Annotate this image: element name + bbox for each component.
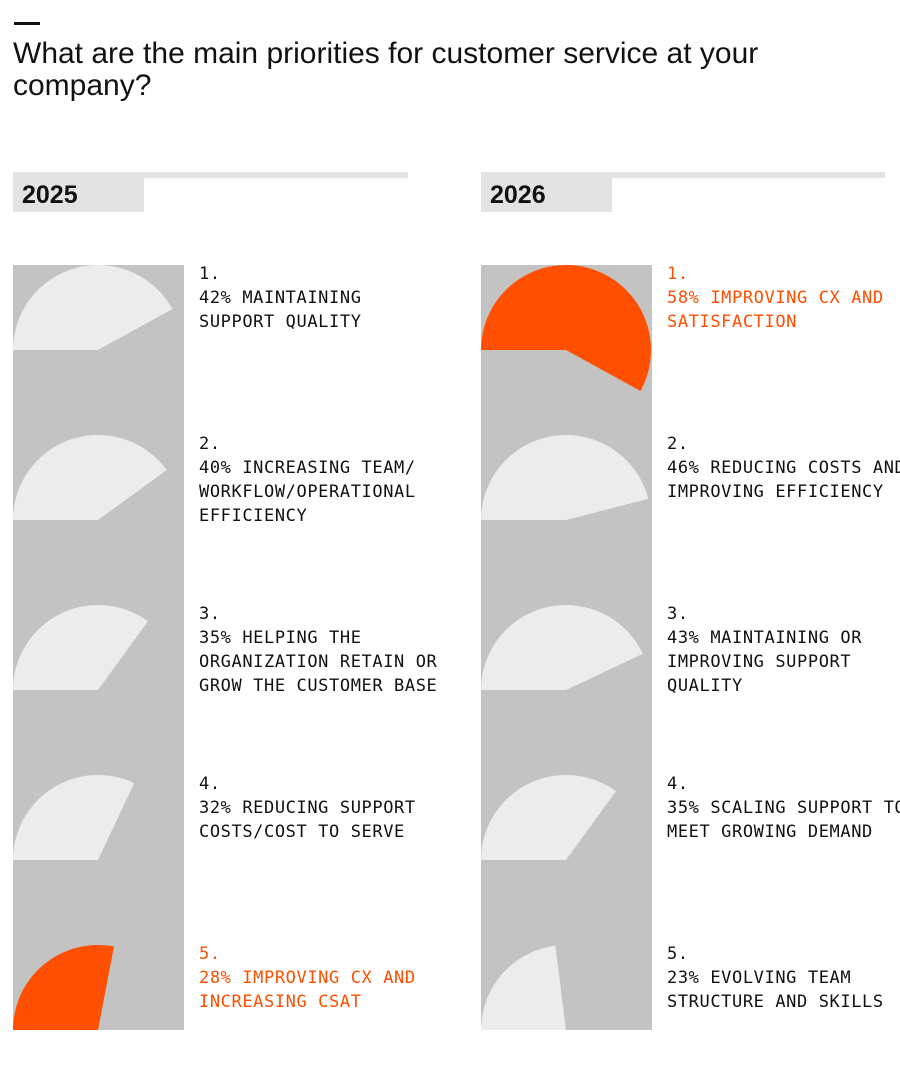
item-label-2026-3: 3. 43% MAINTAINING OR IMPROVING SUPPORT … (667, 602, 900, 698)
item-rank: 2. (667, 434, 689, 454)
wedge-strip-2025 (13, 265, 184, 1030)
item-text: 35% SCALING SUPPORT TO MEET GROWING DEMA… (667, 798, 900, 842)
item-rank: 1. (199, 264, 221, 284)
item-label-2025-1: 1. 42% MAINTAINING SUPPORT QUALITY (199, 262, 439, 334)
item-text: 35% HELPING THE ORGANIZATION RETAIN OR G… (199, 628, 438, 696)
wedge-2026-4 (481, 774, 616, 860)
wedge-2026-1 (481, 265, 651, 391)
item-text: 58% IMPROVING CX AND SATISFACTION (667, 288, 884, 332)
title-dash (14, 22, 40, 25)
item-rank: 5. (199, 944, 221, 964)
wedge-2025-4 (13, 775, 135, 860)
page-title: What are the main priorities for custome… (13, 37, 759, 102)
item-text: 28% IMPROVING CX AND INCREASING CSAT (199, 968, 416, 1012)
item-text: 32% REDUCING SUPPORT COSTS/COST TO SERVE (199, 798, 416, 842)
item-label-2025-5: 5. 28% IMPROVING CX AND INCREASING CSAT (199, 942, 439, 1014)
item-label-2026-1: 1. 58% IMPROVING CX AND SATISFACTION (667, 262, 900, 334)
wedge-2025-5 (13, 945, 114, 1030)
year-label-2025: 2025 (13, 178, 144, 212)
item-label-2025-3: 3. 35% HELPING THE ORGANIZATION RETAIN O… (199, 602, 439, 698)
item-text: 23% EVOLVING TEAM STRUCTURE AND SKILLS (667, 968, 884, 1012)
wedge-2026-2 (481, 434, 649, 520)
item-rank: 1. (667, 264, 689, 284)
wedge-2026-5 (481, 945, 566, 1030)
item-label-2025-2: 2. 40% INCREASING TEAM/ WORKFLOW/OPERATI… (199, 432, 459, 528)
item-rank: 5. (667, 944, 689, 964)
wedge-chart-2025 (13, 265, 173, 1030)
item-text: 40% INCREASING TEAM/ WORKFLOW/OPERATIONA… (199, 458, 416, 526)
wedge-strip-2026 (481, 265, 652, 1030)
item-text: 42% MAINTAINING SUPPORT QUALITY (199, 288, 362, 332)
wedge-2025-2 (13, 434, 167, 520)
item-label-2026-5: 5. 23% EVOLVING TEAM STRUCTURE AND SKILL… (667, 942, 900, 1014)
wedge-2026-3 (481, 605, 643, 690)
item-label-2026-2: 2. 46% REDUCING COSTS AND IMPROVING EFFI… (667, 432, 900, 504)
year-label-2026: 2026 (481, 178, 612, 212)
item-rank: 4. (667, 774, 689, 794)
wedge-2025-3 (13, 604, 148, 690)
item-text: 46% REDUCING COSTS AND IMPROVING EFFICIE… (667, 458, 900, 502)
year-rule-2025 (13, 172, 408, 178)
item-rank: 2. (199, 434, 221, 454)
wedge-chart-2026 (481, 265, 651, 1030)
item-rank: 3. (667, 604, 689, 624)
item-text: 43% MAINTAINING OR IMPROVING SUPPORT QUA… (667, 628, 863, 696)
item-label-2026-4: 4. 35% SCALING SUPPORT TO MEET GROWING D… (667, 772, 900, 844)
year-rule-2026 (481, 172, 885, 178)
item-rank: 3. (199, 604, 221, 624)
wedge-2025-1 (13, 265, 173, 350)
item-label-2025-4: 4. 32% REDUCING SUPPORT COSTS/COST TO SE… (199, 772, 439, 844)
item-rank: 4. (199, 774, 221, 794)
